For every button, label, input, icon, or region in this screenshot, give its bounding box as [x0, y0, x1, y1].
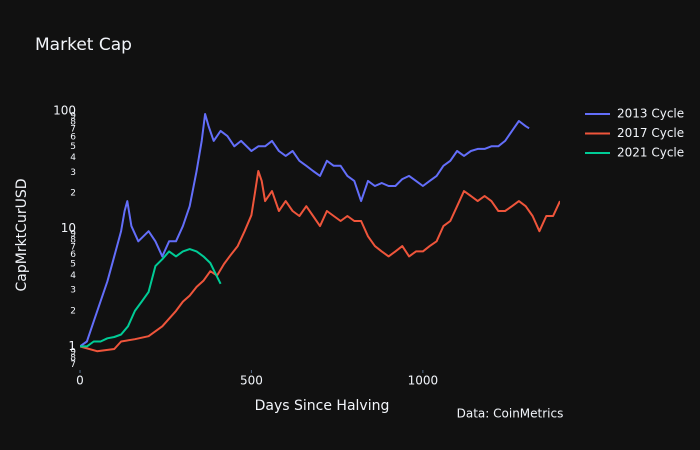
y-tick-label: 4 — [70, 153, 76, 163]
y-tick-label: 7 — [70, 125, 76, 135]
y-tick-label: 1 — [68, 339, 76, 353]
y-tick-label: 6 — [70, 250, 76, 260]
y-tick-label: 2 — [70, 306, 76, 316]
chart-title: Market Cap — [35, 35, 132, 55]
source-annotation: Data: CoinMetrics — [457, 407, 564, 421]
series-line — [80, 248, 222, 348]
y-tick-label: 3 — [70, 286, 76, 296]
y-tick-label: 8 — [70, 118, 76, 128]
legend-label: 2021 Cycle — [617, 146, 684, 160]
series-line — [80, 113, 530, 348]
x-axis-title: Days Since Halving — [255, 398, 390, 414]
legend-label: 2017 Cycle — [617, 126, 684, 140]
y-tick-label: 9 — [70, 347, 76, 357]
y-tick-label: 4 — [70, 271, 76, 281]
x-tick-label: 500 — [240, 374, 263, 388]
legend-label: 2013 Cycle — [617, 107, 684, 121]
x-tick-label: 1000 — [408, 374, 439, 388]
y-tick-label: 8 — [70, 353, 76, 363]
y-tick-label: 100 — [53, 103, 76, 117]
y-tick-label: 8 — [70, 236, 76, 246]
y-tick-label: 6 — [70, 132, 76, 142]
y-tick-label: 7 — [70, 360, 76, 370]
y-axis-title: CapMrktCurUSD — [14, 179, 30, 292]
y-tick-label: 2 — [70, 189, 76, 199]
x-tick-label: 0 — [76, 374, 84, 388]
y-tick-label: 5 — [70, 260, 76, 270]
y-tick-label: 9 — [70, 229, 76, 239]
y-tick-label: 7 — [70, 242, 76, 252]
y-tick-label: 10 — [61, 221, 76, 235]
series-line — [80, 170, 560, 353]
y-tick-label: 3 — [70, 168, 76, 178]
y-tick-label: 9 — [70, 112, 76, 122]
plot-area — [80, 113, 560, 353]
y-tick-label: 5 — [70, 142, 76, 152]
